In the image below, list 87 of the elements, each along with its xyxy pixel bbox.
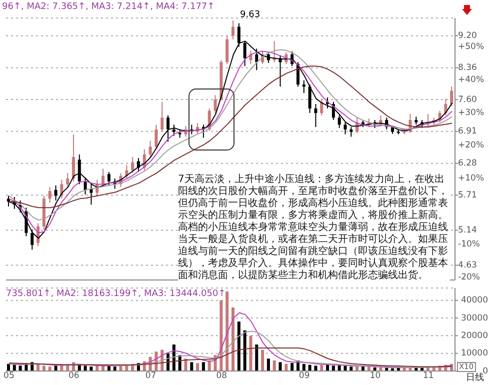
text: 96↑, MA2: 7.365↑, MA3: 7.214↑, MA4: 7.177↑ bbox=[2, 2, 215, 12]
bar bbox=[196, 363, 200, 371]
y-tick-label: 0 bbox=[482, 366, 488, 376]
bar bbox=[290, 363, 294, 371]
y2-tick-label: -10% bbox=[458, 239, 480, 250]
bar bbox=[190, 362, 194, 371]
bar bbox=[202, 362, 205, 371]
x-tick-label: 08 bbox=[216, 371, 228, 382]
bar bbox=[284, 364, 288, 371]
x-tick-label: 11 bbox=[423, 371, 434, 382]
y-tick-label: 8.36 bbox=[458, 63, 477, 74]
bar bbox=[232, 307, 234, 371]
y-tick-label: 30000 bbox=[460, 313, 488, 324]
bar bbox=[226, 292, 229, 371]
y2-tick-label: +30% bbox=[458, 108, 484, 118]
candlestick bbox=[131, 156, 134, 174]
x-tick-label: 09 bbox=[298, 371, 310, 382]
y-tick-label: 5.14 bbox=[458, 226, 477, 236]
x-tick-label: 07 bbox=[145, 371, 156, 382]
candlestick bbox=[444, 98, 448, 116]
candlestick bbox=[148, 140, 152, 158]
bar bbox=[332, 366, 335, 371]
x-tick-label: 10 bbox=[370, 371, 381, 382]
bar bbox=[314, 366, 318, 371]
candlestick bbox=[232, 20, 234, 40]
candlestick bbox=[350, 126, 353, 138]
y-tick-label: 20000 bbox=[460, 331, 488, 342]
bar bbox=[261, 350, 264, 371]
bar bbox=[249, 336, 252, 371]
y2-tick-label: +50% bbox=[458, 42, 484, 52]
text: 7天高云淡，上升中途小压迫线：多方连续发力向上，在收出阳线的次日股价大幅高开，至尾市时收盘价落至开盘价以下，但仍高于前一日收盘价，形成高档小压迫线。此种图形通常表示空头的压制力量有限，多方将乘虚而入，将股价推上新高。高档的小压迫线本身常常意味空头力量薄弱，故在形成压迫线当天一般是入货良机，或者在第二天开市时可以介入。如果压迫线与前一天的阳线之间留有跳空缺口（即该压迫线没有下影线），考虑及早介入。具体操作中，要同时认真观察个股基本面和消息面，以提防某些主力和机构借此形态骗线出货。 bbox=[178, 174, 448, 281]
candlestick bbox=[172, 124, 176, 136]
bar bbox=[361, 366, 364, 371]
bar bbox=[48, 366, 52, 371]
candlestick bbox=[338, 114, 341, 129]
y-tick-label: 9.20 bbox=[458, 31, 477, 42]
candlestick bbox=[160, 101, 164, 132]
candlestick bbox=[78, 154, 81, 185]
candlestick bbox=[320, 98, 324, 116]
bar bbox=[42, 366, 46, 371]
candlestick bbox=[107, 171, 110, 186]
y-tick-label: 6.91 bbox=[458, 126, 477, 137]
candlestick bbox=[166, 114, 170, 142]
candlestick bbox=[314, 103, 318, 128]
y-tick-label: 40000 bbox=[460, 296, 488, 306]
line-series bbox=[8, 348, 453, 368]
candlestick bbox=[48, 186, 52, 204]
y-tick-label: 10000 bbox=[460, 348, 488, 359]
bar bbox=[237, 322, 240, 371]
candlestick bbox=[450, 86, 454, 107]
candlestick bbox=[255, 48, 258, 71]
annotation: 9.63 bbox=[240, 10, 260, 20]
line-series bbox=[8, 66, 453, 208]
bar bbox=[84, 366, 87, 371]
bar bbox=[18, 366, 22, 371]
candlestick bbox=[54, 184, 58, 201]
bar bbox=[302, 364, 306, 371]
bar bbox=[350, 366, 353, 371]
candlestick bbox=[302, 80, 306, 94]
x-tick-label: 05 bbox=[4, 371, 14, 382]
candlestick bbox=[154, 124, 158, 150]
y-tick-label: 6.28 bbox=[458, 158, 477, 169]
candlestick bbox=[308, 84, 312, 114]
bar bbox=[54, 366, 58, 371]
candlestick bbox=[66, 172, 70, 188]
y-tick-label: 5.71 bbox=[458, 190, 477, 200]
bar bbox=[272, 360, 276, 371]
annotation: 735.801↑, MA2: 18163.199↑, MA3: 13444.050↑ bbox=[6, 289, 226, 299]
y2-tick-label: +10% bbox=[458, 174, 484, 184]
y-tick-label: 4.63 bbox=[458, 260, 477, 271]
y2-tick-label: -20% bbox=[458, 272, 480, 282]
bar bbox=[220, 300, 223, 371]
candlestick bbox=[72, 134, 75, 182]
x-tick-label: 06 bbox=[68, 371, 80, 382]
bar bbox=[243, 330, 246, 371]
candlestick bbox=[214, 94, 217, 114]
bar bbox=[90, 366, 93, 371]
bar bbox=[255, 344, 258, 371]
y-tick-label: 7.60 bbox=[458, 94, 477, 105]
bar bbox=[278, 362, 282, 371]
y2-tick-label: +40% bbox=[458, 74, 484, 85]
text: 日线 bbox=[466, 373, 484, 384]
candlestick bbox=[226, 35, 229, 65]
bar bbox=[266, 358, 270, 371]
candlestick bbox=[344, 122, 347, 135]
bar bbox=[113, 366, 116, 371]
y2-tick-label: +20% bbox=[458, 140, 484, 151]
